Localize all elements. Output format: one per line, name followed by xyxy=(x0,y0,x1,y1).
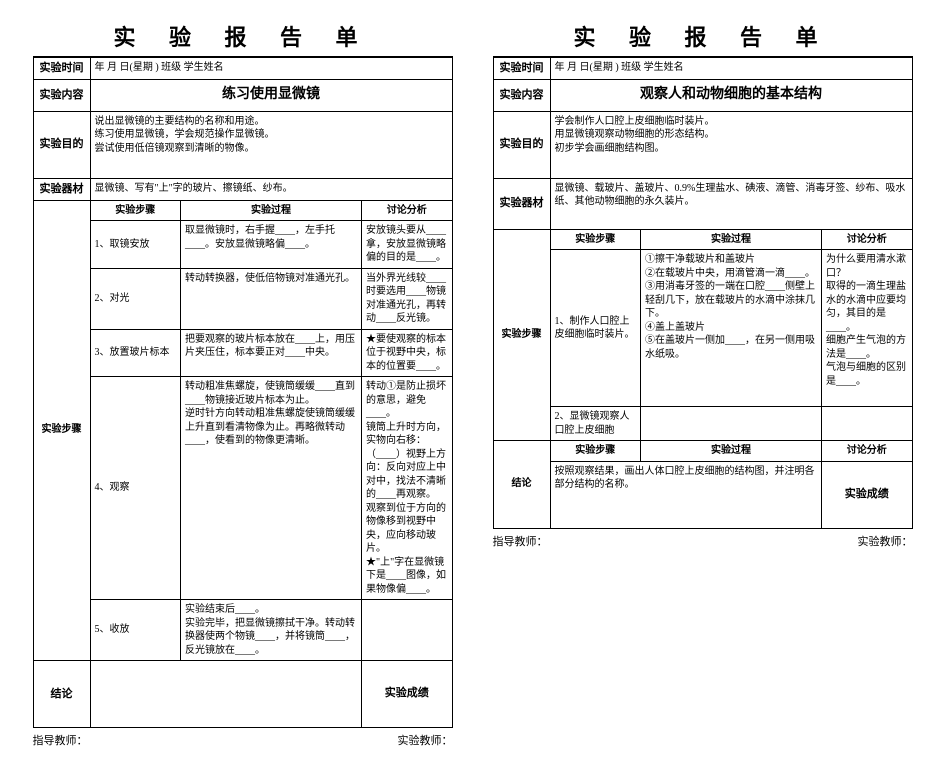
materials-label-r: 实验器材 xyxy=(493,178,550,229)
r-disc-1: 为什么要用清水漱口？ 取得的一滴生理盐水的水滴中应要均匀，其目的是____。 细… xyxy=(822,250,913,407)
col-step-r: 实验步骤 xyxy=(550,229,641,250)
l-step-2: 2、对光 xyxy=(90,268,181,329)
r-proc-2 xyxy=(641,407,822,441)
col-discuss: 讨论分析 xyxy=(362,200,453,221)
report-title-right: 实 验 报 告 单 xyxy=(493,20,913,52)
l-step-3: 3、放置玻片标本 xyxy=(90,329,181,377)
exp-teacher-left: 实验教师： xyxy=(398,732,453,748)
l-proc-5: 实验结束后____。 实验完毕，把显微镜擦拭干净。转动转换器使两个物镜____，… xyxy=(181,600,362,661)
table-left: 实验时间 年 月 日(星期 ) 班级 学生姓名 实验内容 练习使用显微镜 实验目… xyxy=(33,56,453,728)
content-label: 实验内容 xyxy=(33,79,90,111)
conclusion-text-right: 按照观察结果，画出人体口腔上皮细胞的结构图，并注明各部分结构的名称。 xyxy=(550,461,822,528)
r-step-2: 2、显微镜观察人口腔上皮细胞 xyxy=(550,407,641,441)
purpose-text-right: 学会制作人口腔上皮细胞临时装片。 用显微镜观察动物细胞的形态结构。 初步学会画细… xyxy=(550,111,912,178)
purpose-label-r: 实验目的 xyxy=(493,111,550,178)
col-process-r: 实验过程 xyxy=(641,229,822,250)
r-step-1: 1、制作人口腔上皮细胞临时装片。 xyxy=(550,250,641,407)
col-process: 实验过程 xyxy=(181,200,362,221)
time-label-r: 实验时间 xyxy=(493,57,550,79)
table-right: 实验时间 年 月 日(星期 ) 班级 学生姓名 实验内容 观察人和动物细胞的基本… xyxy=(493,56,913,529)
conclusion-vlabel-left: 结论 xyxy=(33,661,90,728)
content-title-right: 观察人和动物细胞的基本结构 xyxy=(550,79,912,111)
r-ch-step: 实验步骤 xyxy=(550,441,641,462)
col-step: 实验步骤 xyxy=(90,200,181,221)
r-proc-1: ①擦干净载玻片和盖玻片 ②在载玻片中央，用滴管滴一滴____。 ③用消毒牙签的一… xyxy=(641,250,822,407)
conclusion-vlabel-right: 结论 xyxy=(493,441,550,529)
report-left: 实 验 报 告 单 实验时间 年 月 日(星期 ) 班级 学生姓名 实验内容 练… xyxy=(33,20,453,748)
footer-left: 指导教师： 实验教师： xyxy=(33,732,453,748)
time-value: 年 月 日(星期 ) 班级 学生姓名 xyxy=(90,57,452,79)
exp-teacher-right: 实验教师： xyxy=(858,533,913,549)
guide-teacher-left: 指导教师： xyxy=(33,732,88,748)
col-discuss-r: 讨论分析 xyxy=(822,229,913,250)
r-disc-2 xyxy=(822,407,913,441)
l-disc-3: ★要使观察的标本位于视野中央，标本的位置要____。 xyxy=(362,329,453,377)
r-ch-disc: 讨论分析 xyxy=(822,441,913,462)
l-proc-2: 转动转换器，使低倍物镜对准通光孔。 xyxy=(181,268,362,329)
content-label-r: 实验内容 xyxy=(493,79,550,111)
l-step-5: 5、收放 xyxy=(90,600,181,661)
steps-vlabel-r: 实验步骤 xyxy=(493,229,550,441)
l-disc-4: 转动①是防止损坏的意思，避免____。 镜筒上升时方向，实物向右移：（____）… xyxy=(362,377,453,600)
l-proc-4: 转动粗准焦螺旋，使镜筒缓缓____直到____物镜接近玻片标本为止。 逆时针方向… xyxy=(181,377,362,600)
materials-text-left: 显微镜、写有"上"字的玻片、擦镜纸、纱布。 xyxy=(90,178,452,200)
l-disc-1: 安放镜头要从____拿，安放显微镜略偏的目的是____。 xyxy=(362,221,453,269)
materials-label: 实验器材 xyxy=(33,178,90,200)
l-step-4: 4、观察 xyxy=(90,377,181,600)
conclusion-cell-left xyxy=(90,661,362,728)
l-proc-3: 把要观察的玻片标本放在____上，用压片夹压住，标本要正对____中央。 xyxy=(181,329,362,377)
purpose-text-left: 说出显微镜的主要结构的名称和用途。 练习使用显微镜，学会规范操作显微镜。 尝试使… xyxy=(90,111,452,178)
l-proc-1: 取显微镜时，右手握____，左手托____。安放显微镜略偏____。 xyxy=(181,221,362,269)
score-vlabel-left: 实验成绩 xyxy=(362,661,453,728)
guide-teacher-right: 指导教师： xyxy=(493,533,548,549)
l-step-1: 1、取镜安放 xyxy=(90,221,181,269)
purpose-label: 实验目的 xyxy=(33,111,90,178)
time-label: 实验时间 xyxy=(33,57,90,79)
report-title-left: 实 验 报 告 单 xyxy=(33,20,453,52)
materials-text-right: 显微镜、载玻片、盖玻片、0.9%生理盐水、碘液、滴管、消毒牙签、纱布、吸水纸、其… xyxy=(550,178,912,229)
report-right: 实 验 报 告 单 实验时间 年 月 日(星期 ) 班级 学生姓名 实验内容 观… xyxy=(493,20,913,748)
score-vlabel-right: 实验成绩 xyxy=(822,461,913,528)
l-disc-5 xyxy=(362,600,453,661)
time-value-r: 年 月 日(星期 ) 班级 学生姓名 xyxy=(550,57,912,79)
footer-right: 指导教师： 实验教师： xyxy=(493,533,913,549)
r-ch-proc: 实验过程 xyxy=(641,441,822,462)
l-disc-2: 当外界光线较____时要选用____物镜对准通光孔，再转动____反光镜。 xyxy=(362,268,453,329)
content-title-left: 练习使用显微镜 xyxy=(90,79,452,111)
steps-vlabel: 实验步骤 xyxy=(33,200,90,661)
